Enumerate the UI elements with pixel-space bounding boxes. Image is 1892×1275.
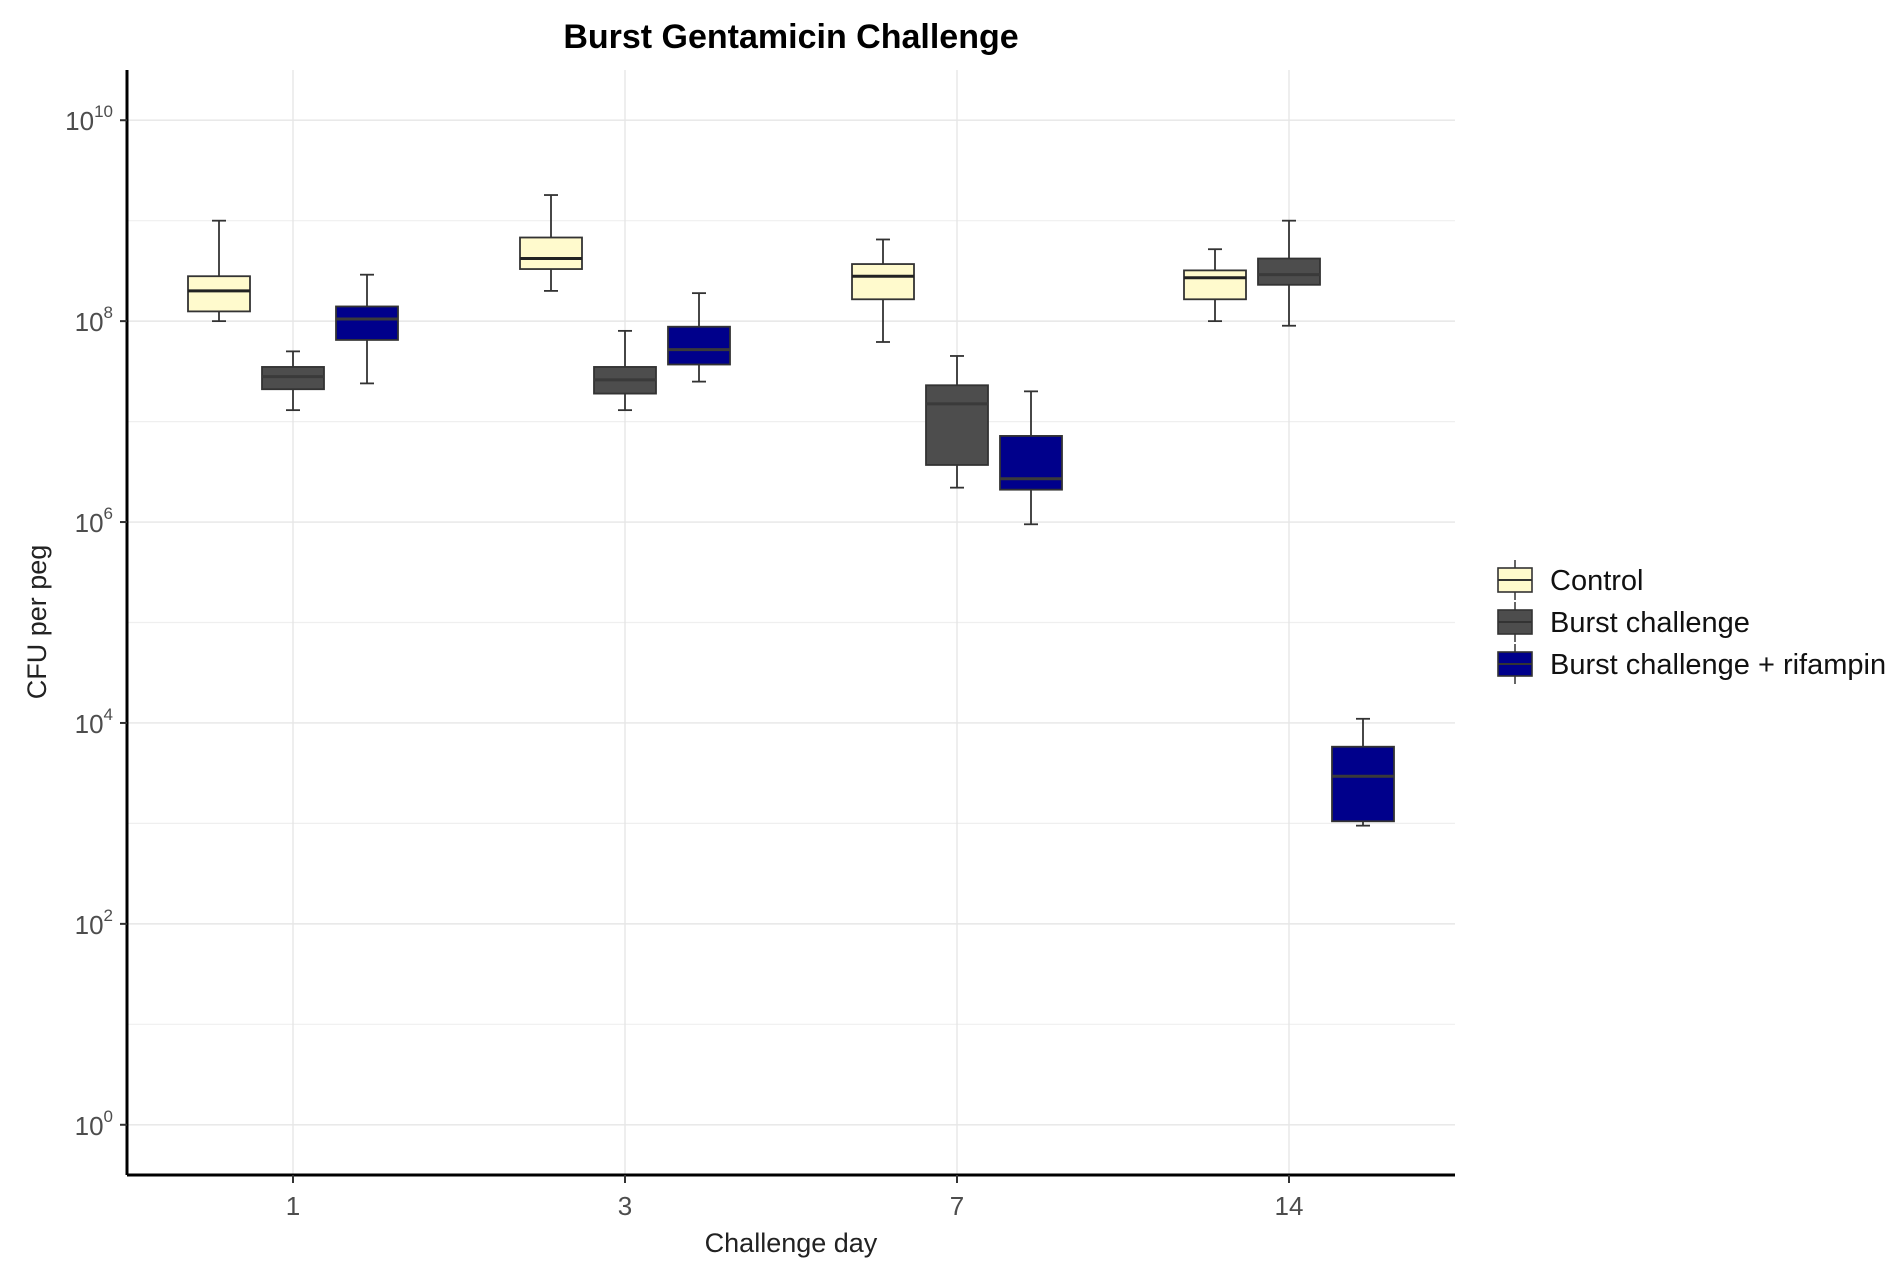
box-1-0 — [519, 194, 583, 292]
box-body — [667, 325, 731, 366]
legend-item-0: Control — [1497, 560, 1644, 600]
box-body — [335, 305, 399, 341]
box-body — [519, 236, 583, 270]
y-tick-label: 106 — [75, 504, 113, 538]
box-3-1 — [1257, 219, 1321, 327]
legend-item-1: Burst challenge — [1497, 602, 1750, 642]
y-tick-label: 108 — [75, 303, 113, 337]
x-tick-label: 3 — [618, 1191, 632, 1221]
box-body — [1183, 269, 1247, 301]
box-body — [187, 275, 251, 313]
box-body — [1257, 257, 1321, 286]
box-1-2 — [667, 292, 731, 383]
legend-label: Burst challenge — [1550, 607, 1750, 639]
y-tick-label: 100 — [75, 1107, 113, 1141]
y-tick-base: 10 — [75, 910, 104, 940]
x-tick-label: 7 — [950, 1191, 964, 1221]
box-0-1 — [261, 350, 325, 412]
box-body — [925, 384, 989, 466]
y-tick-base: 10 — [75, 508, 104, 538]
legend-label: Control — [1550, 565, 1644, 597]
box-2-0 — [851, 238, 915, 343]
box-2-2 — [999, 390, 1063, 526]
box-body — [999, 435, 1063, 491]
chart-title: Burst Gentamicin Challenge — [563, 18, 1018, 56]
y-tick-label: 1010 — [65, 102, 113, 136]
legend: Control Burst challenge Burst challenge + … — [1497, 560, 1886, 684]
box-2-1 — [925, 355, 989, 489]
box-body — [1331, 745, 1395, 823]
y-tick-exponent: 6 — [104, 504, 113, 523]
box-3-0 — [1183, 248, 1247, 323]
y-axis-title: CFU per peg — [22, 545, 52, 700]
boxes — [187, 194, 1395, 827]
box-1-1 — [593, 329, 657, 412]
y-tick-exponent: 8 — [104, 303, 113, 322]
box-0-2 — [335, 273, 399, 385]
y-tick-exponent: 4 — [104, 705, 113, 724]
box-3-2 — [1331, 717, 1395, 827]
y-tick-exponent: 10 — [94, 102, 113, 121]
box-0-0 — [187, 219, 251, 323]
y-tick-base: 10 — [75, 307, 104, 337]
y-tick-base: 10 — [75, 709, 104, 739]
legend-label: Burst challenge + rifampin — [1550, 649, 1886, 681]
axes — [125, 70, 1455, 1177]
y-tick-label: 102 — [75, 906, 113, 940]
y-tick-base: 10 — [75, 1111, 104, 1141]
y-tick-label: 104 — [75, 705, 113, 739]
y-tick-exponent: 0 — [104, 1107, 113, 1126]
y-tick-exponent: 2 — [104, 906, 113, 925]
grid — [127, 70, 1455, 1175]
y-tick-base: 10 — [65, 106, 94, 136]
box-body — [851, 263, 915, 301]
x-axis-title: Challenge day — [705, 1228, 878, 1258]
x-tick-label: 14 — [1275, 1191, 1304, 1221]
legend-item-2: Burst challenge + rifampin — [1497, 644, 1886, 684]
x-tick-label: 1 — [286, 1191, 300, 1221]
